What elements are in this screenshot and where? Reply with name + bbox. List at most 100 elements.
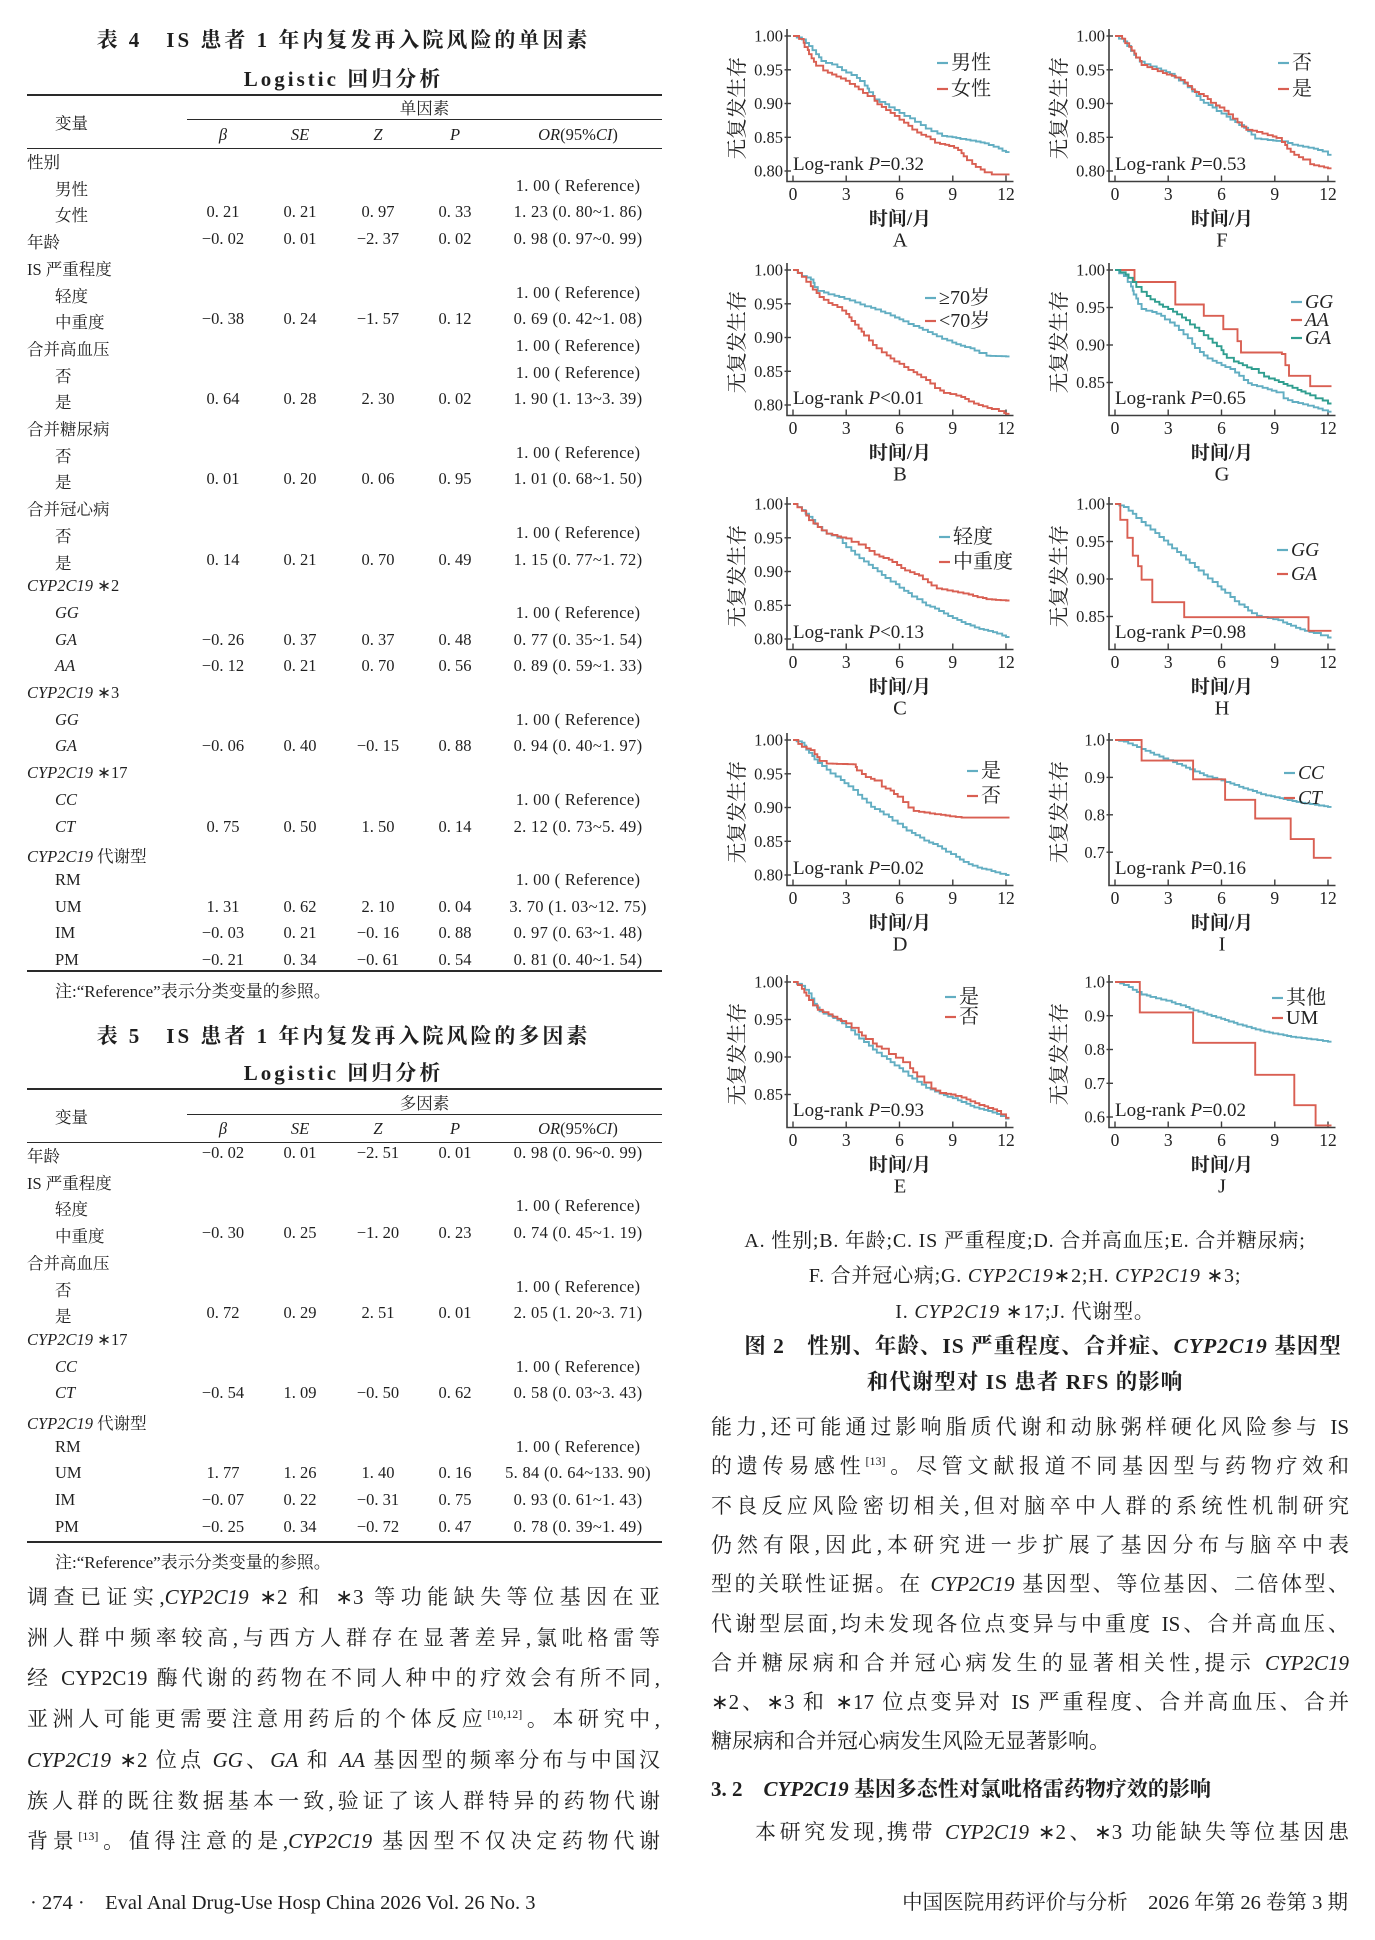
svg-text:1.00: 1.00: [754, 261, 783, 280]
svg-text:时间/月: 时间/月: [869, 208, 931, 230]
svg-text:时间/月: 时间/月: [1191, 912, 1253, 934]
svg-text:12: 12: [997, 888, 1015, 908]
svg-text:3: 3: [842, 652, 851, 672]
svg-text:无复发生存: 无复发生存: [726, 57, 749, 160]
svg-text:Log-rank P<0.13: Log-rank P<0.13: [793, 622, 924, 643]
svg-text:时间/月: 时间/月: [1191, 676, 1253, 698]
svg-text:≥70岁: ≥70岁: [939, 286, 990, 309]
svg-text:9: 9: [1270, 418, 1279, 438]
svg-text:9: 9: [948, 888, 957, 908]
svg-text:时间/月: 时间/月: [869, 912, 931, 934]
svg-text:0.90: 0.90: [1076, 94, 1105, 113]
svg-text:1.00: 1.00: [754, 495, 783, 514]
svg-text:12: 12: [997, 418, 1015, 438]
svg-text:9: 9: [948, 184, 957, 204]
svg-text:0: 0: [789, 184, 798, 204]
svg-text:12: 12: [997, 184, 1015, 204]
svg-text:时间/月: 时间/月: [869, 1154, 931, 1176]
svg-text:12: 12: [1319, 1130, 1337, 1150]
svg-text:0: 0: [1111, 888, 1120, 908]
svg-text:3: 3: [1164, 418, 1173, 438]
svg-text:Log-rank P=0.53: Log-rank P=0.53: [1115, 154, 1246, 175]
svg-text:0.9: 0.9: [1084, 1006, 1105, 1025]
svg-text:12: 12: [1319, 888, 1337, 908]
svg-text:0.90: 0.90: [1076, 336, 1105, 355]
svg-text:D: D: [893, 934, 908, 956]
svg-text:0.85: 0.85: [754, 362, 783, 381]
svg-text:0.80: 0.80: [754, 162, 783, 181]
svg-text:0: 0: [789, 418, 798, 438]
svg-text:9: 9: [1270, 888, 1279, 908]
svg-text:9: 9: [1270, 184, 1279, 204]
svg-text:时间/月: 时间/月: [869, 442, 931, 464]
svg-text:I: I: [1219, 934, 1226, 956]
svg-text:1.00: 1.00: [1076, 261, 1105, 280]
svg-text:其他: 其他: [1286, 986, 1326, 1009]
svg-text:无复发生存: 无复发生存: [726, 291, 749, 394]
svg-text:Log-rank P=0.02: Log-rank P=0.02: [793, 858, 924, 879]
svg-text:1.00: 1.00: [1076, 495, 1105, 514]
svg-text:0.85: 0.85: [1076, 373, 1105, 392]
svg-text:时间/月: 时间/月: [869, 676, 931, 698]
svg-text:否: 否: [959, 1005, 979, 1028]
svg-text:Log-rank P=0.98: Log-rank P=0.98: [1115, 622, 1246, 643]
svg-text:1.00: 1.00: [754, 973, 783, 992]
svg-text:0.8: 0.8: [1084, 805, 1105, 824]
svg-text:时间/月: 时间/月: [1191, 1154, 1253, 1176]
svg-text:1.0: 1.0: [1084, 731, 1105, 750]
svg-text:Log-rank P=0.02: Log-rank P=0.02: [1115, 1100, 1246, 1121]
svg-text:9: 9: [1270, 652, 1279, 672]
svg-text:女性: 女性: [951, 77, 991, 100]
svg-text:是: 是: [1292, 77, 1312, 100]
svg-text:0.85: 0.85: [754, 1085, 783, 1104]
svg-text:6: 6: [895, 888, 904, 908]
svg-text:6: 6: [895, 184, 904, 204]
svg-text:否: 否: [1292, 51, 1312, 74]
svg-text:否: 否: [981, 784, 1001, 807]
svg-text:1.0: 1.0: [1084, 973, 1105, 992]
svg-text:0.85: 0.85: [1076, 128, 1105, 147]
svg-text:无复发生存: 无复发生存: [1048, 57, 1071, 160]
svg-text:是: 是: [981, 759, 1001, 782]
svg-text:0.90: 0.90: [754, 1048, 783, 1067]
svg-text:Log-rank P=0.93: Log-rank P=0.93: [793, 1100, 924, 1121]
svg-text:0.95: 0.95: [754, 1010, 783, 1029]
svg-text:Log-rank P=0.16: Log-rank P=0.16: [1115, 858, 1246, 879]
svg-text:0.95: 0.95: [754, 764, 783, 783]
svg-text:6: 6: [1217, 888, 1226, 908]
svg-text:9: 9: [948, 1130, 957, 1150]
svg-text:0.6: 0.6: [1084, 1108, 1105, 1127]
svg-text:0.95: 0.95: [754, 294, 783, 313]
svg-text:6: 6: [1217, 652, 1226, 672]
svg-text:无复发生存: 无复发生存: [1048, 1003, 1071, 1106]
svg-text:6: 6: [1217, 184, 1226, 204]
svg-text:3: 3: [842, 418, 851, 438]
svg-text:Log-rank P<0.01: Log-rank P<0.01: [793, 388, 924, 409]
svg-text:12: 12: [997, 1130, 1015, 1150]
svg-text:0: 0: [1111, 184, 1120, 204]
svg-text:0: 0: [789, 652, 798, 672]
svg-text:9: 9: [948, 652, 957, 672]
svg-text:无复发生存: 无复发生存: [1048, 291, 1071, 394]
svg-text:12: 12: [1319, 418, 1337, 438]
svg-text:0.9: 0.9: [1084, 768, 1105, 787]
svg-text:1.00: 1.00: [754, 27, 783, 46]
svg-text:0.90: 0.90: [754, 94, 783, 113]
svg-text:0.90: 0.90: [1076, 570, 1105, 589]
svg-text:GG: GG: [1305, 292, 1333, 313]
svg-text:6: 6: [895, 652, 904, 672]
svg-text:G: G: [1215, 464, 1230, 486]
svg-text:轻度: 轻度: [953, 525, 993, 548]
svg-text:GA: GA: [1291, 564, 1317, 585]
svg-text:12: 12: [1319, 652, 1337, 672]
svg-text:中重度: 中重度: [953, 550, 1013, 573]
svg-text:0: 0: [1111, 1130, 1120, 1150]
svg-text:9: 9: [948, 418, 957, 438]
svg-text:0.90: 0.90: [754, 328, 783, 347]
svg-text:0.85: 0.85: [1076, 607, 1105, 626]
svg-text:C: C: [893, 698, 907, 720]
svg-text:12: 12: [1319, 184, 1337, 204]
svg-text:6: 6: [1217, 1130, 1226, 1150]
svg-text:H: H: [1215, 698, 1230, 720]
svg-text:0.95: 0.95: [1076, 60, 1105, 79]
